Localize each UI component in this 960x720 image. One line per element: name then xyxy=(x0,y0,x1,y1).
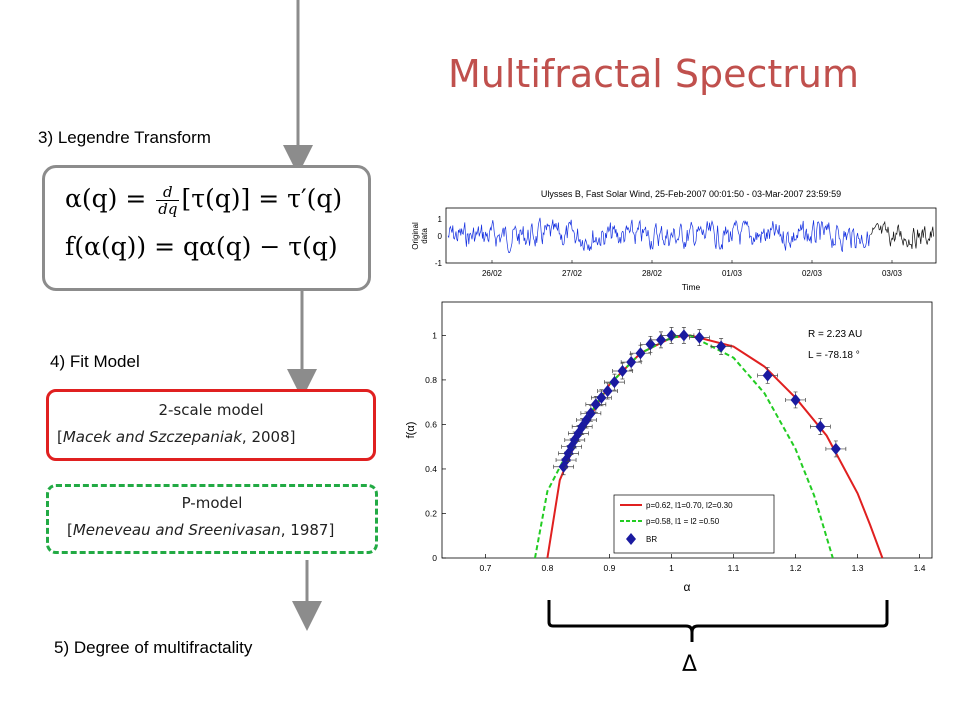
ts-xtick-label: 27/02 xyxy=(562,269,583,278)
ref-authors: Macek and Szczepaniak xyxy=(62,428,242,446)
ts-ytick-0: 0 xyxy=(438,232,443,241)
alpha-formula-rhs: [τ(q)] = τ′(q) xyxy=(181,184,343,213)
ylabel-line-2: data xyxy=(420,228,429,244)
legend-entry-two-scale: p=0.62, l1=0.70, l2=0.30 xyxy=(646,501,733,510)
legend-entry-data: BR xyxy=(646,535,657,544)
legend-entry-p-model: p=0.58, l1 = l2 =0.50 xyxy=(646,517,720,526)
spectrum-ylabel: f(α) xyxy=(405,422,417,439)
ts-ytick-1: 1 xyxy=(438,215,443,224)
derivative-fraction: d dq xyxy=(156,184,180,218)
delta-label: Δ xyxy=(682,652,698,677)
two-scale-model-name: 2-scale model xyxy=(158,401,264,419)
formula-box: α(q) = d dq [τ(q)] = τ′(q) f(α(q)) = qα(q)… xyxy=(42,165,371,291)
derivative-num: d xyxy=(156,184,180,201)
derivative-den: dq xyxy=(158,200,178,218)
spectrum-ticks: 0.7 0.8 0.9 1 1.1 1.2 1.3 1.4 0 0.2 0.4 0.6 0.8 1 xyxy=(425,330,926,573)
step-degree-label: 5) Degree of multifractality xyxy=(54,638,253,657)
timeseries-signal-blue xyxy=(447,217,870,253)
timeseries-xticks: 26/02 27/02 28/02 01/03 02/03 03/03 xyxy=(482,260,903,278)
data-point-diamond xyxy=(617,365,628,378)
y-tick-label: 0.2 xyxy=(425,508,437,518)
timeseries-xlabel: Time xyxy=(682,282,701,292)
x-tick-label: 0.8 xyxy=(542,563,554,573)
x-tick-label: 1.3 xyxy=(852,563,864,573)
annotation-latitude: L = -78.18 ° xyxy=(808,350,860,361)
data-point-diamond xyxy=(585,407,596,420)
x-tick-label: 1.4 xyxy=(914,563,926,573)
ylabel-line-1: Original xyxy=(411,222,420,250)
page-title: Multifractal Spectrum xyxy=(448,52,860,96)
timeseries-ylabel: Originaldata xyxy=(411,222,429,250)
data-point-diamond xyxy=(596,391,607,404)
ref-open: [ xyxy=(57,428,63,446)
data-point-diamond xyxy=(716,340,727,353)
x-tick-label: 1.1 xyxy=(728,563,740,573)
data-point-diamond xyxy=(635,347,646,360)
ts-xtick-label: 28/02 xyxy=(642,269,663,278)
data-point-diamond xyxy=(626,356,637,369)
data-point-diamond xyxy=(609,376,620,389)
legend-swatch-diamond xyxy=(626,533,636,545)
y-tick-label: 1 xyxy=(432,330,437,340)
y-tick-label: 0.6 xyxy=(425,419,437,429)
ts-xtick-label: 26/02 xyxy=(482,269,503,278)
data-point-diamond xyxy=(655,333,666,346)
two-scale-model-box: 2-scale model [Macek and Szczepaniak, 20… xyxy=(46,389,376,461)
y-tick-label: 0 xyxy=(432,553,437,563)
x-tick-label: 0.7 xyxy=(480,563,492,573)
p-model-box: P-model [Meneveau and Sreenivasan, 1987] xyxy=(46,484,378,554)
timeseries-panel: Ulysses B, Fast Solar Wind, 25-Feb-2007 … xyxy=(411,189,937,292)
data-point-diamond xyxy=(590,398,601,411)
p-model-name: P-model xyxy=(181,494,243,512)
data-point-diamond xyxy=(790,393,801,406)
ts-xtick-label: 02/03 xyxy=(802,269,823,278)
p-model-ref: [Meneveau and Sreenivasan, 1987] xyxy=(67,521,334,539)
y-tick-label: 0.8 xyxy=(425,375,437,385)
delta-brace xyxy=(547,600,889,642)
timeseries-signal-black xyxy=(870,220,934,250)
data-point-diamond xyxy=(569,434,580,447)
data-point-diamond xyxy=(602,385,613,398)
data-point-diamond xyxy=(577,420,588,433)
ref-open: [ xyxy=(67,521,73,539)
data-point-diamond xyxy=(666,329,677,342)
alpha-formula-lhs: α(q) = xyxy=(65,184,155,213)
data-point-diamond xyxy=(830,442,841,455)
data-point-diamond xyxy=(561,454,572,467)
ts-xtick-label: 03/03 xyxy=(882,269,903,278)
spectrum-chart: 0.7 0.8 0.9 1 1.1 1.2 1.3 1.4 0 0.2 0.4 0.6 0.8 1 R =… xyxy=(405,301,933,594)
two-scale-model-ref: [Macek and Szczepaniak, 2008] xyxy=(57,428,295,446)
data-point-diamond xyxy=(762,369,773,382)
ref-authors: Meneveau and Sreenivasan xyxy=(72,521,281,539)
f-alpha-formula: f(α(q)) = qα(q) − τ(q) xyxy=(65,232,338,261)
data-point-diamond xyxy=(558,460,569,473)
ref-year: , 1987] xyxy=(280,521,335,539)
ts-ytick-neg1: -1 xyxy=(435,259,443,268)
x-tick-label: 1 xyxy=(669,563,674,573)
timeseries-title: Ulysses B, Fast Solar Wind, 25-Feb-2007 … xyxy=(541,189,841,199)
data-point-diamond xyxy=(566,440,577,453)
ref-year: , 2008] xyxy=(241,428,296,446)
data-point-diamond xyxy=(815,420,826,433)
alpha-formula: α(q) = d dq [τ(q)] = τ′(q) xyxy=(65,184,342,217)
step-legendre-label: 3) Legendre Transform xyxy=(38,128,211,147)
spectrum-legend: p=0.62, l1=0.70, l2=0.30 p=0.58, l1 = l2… xyxy=(613,494,775,554)
x-tick-label: 0.9 xyxy=(604,563,616,573)
x-tick-label: 1.2 xyxy=(790,563,802,573)
data-point-diamond xyxy=(645,338,656,351)
spectrum-points xyxy=(553,327,847,476)
step-fit-model-label: 4) Fit Model xyxy=(50,352,140,371)
y-tick-label: 0.4 xyxy=(425,464,437,474)
data-point-diamond xyxy=(678,329,689,342)
spectrum-xlabel: α xyxy=(684,580,691,594)
ts-xtick-label: 01/03 xyxy=(722,269,743,278)
annotation-radius: R = 2.23 AU xyxy=(808,329,862,340)
data-point-diamond xyxy=(694,331,705,344)
